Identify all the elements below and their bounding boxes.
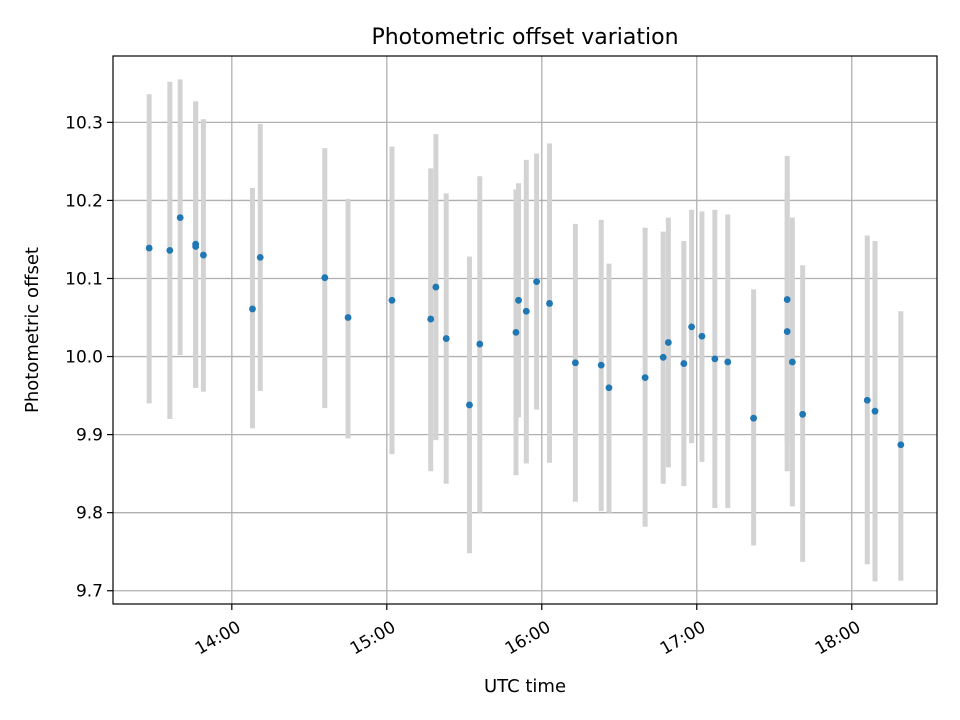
data-point: [321, 274, 329, 282]
data-point: [799, 410, 807, 418]
data-point: [897, 441, 905, 449]
data-point: [432, 283, 440, 291]
plot-frame: [112, 55, 938, 605]
data-point: [688, 323, 696, 331]
data-point: [192, 243, 200, 250]
data-point: [442, 335, 450, 342]
y-axis-label: Photometric offset: [22, 247, 43, 413]
data-point: [783, 296, 791, 303]
data-points: [145, 214, 905, 449]
y-tick-label: 10.3: [65, 113, 103, 133]
y-tick-label: 10.1: [65, 269, 103, 289]
data-point: [344, 314, 352, 321]
data-point: [659, 353, 667, 361]
data-point: [711, 355, 719, 363]
y-axis-ticks: 9.7 9.8 9.9 10.0 10.1 10.2 10.3: [65, 113, 113, 602]
data-point: [680, 360, 688, 367]
chart-title: Photometric offset variation: [371, 25, 678, 50]
y-tick-label: 10.0: [65, 348, 103, 368]
data-point: [249, 305, 256, 313]
data-point: [664, 339, 672, 346]
data-point: [605, 384, 613, 392]
data-point: [466, 401, 473, 409]
data-point: [200, 251, 207, 259]
data-point: [427, 315, 435, 323]
data-point: [388, 296, 396, 304]
plot-area: [112, 55, 938, 605]
data-point: [546, 300, 553, 307]
data-point: [166, 246, 174, 254]
data-point: [533, 278, 541, 286]
data-point: [698, 332, 706, 340]
data-point: [750, 414, 758, 422]
data-point: [871, 407, 879, 415]
data-point: [515, 296, 522, 304]
data-point: [145, 244, 153, 252]
data-point: [783, 328, 791, 335]
data-point: [256, 254, 264, 261]
data-point: [641, 374, 649, 382]
y-tick-label: 9.8: [76, 504, 103, 524]
data-point: [176, 214, 184, 221]
data-point: [476, 340, 484, 348]
data-point: [597, 361, 605, 369]
data-point: [724, 358, 732, 366]
data-point: [522, 307, 530, 315]
data-point: [571, 359, 579, 367]
data-point: [788, 358, 796, 366]
y-tick-label: 9.9: [76, 426, 103, 446]
x-axis-label: UTC time: [484, 676, 566, 697]
y-tick-label: 9.7: [76, 582, 103, 602]
data-point: [512, 328, 520, 336]
y-tick-label: 10.2: [65, 191, 103, 211]
data-point: [863, 396, 871, 404]
